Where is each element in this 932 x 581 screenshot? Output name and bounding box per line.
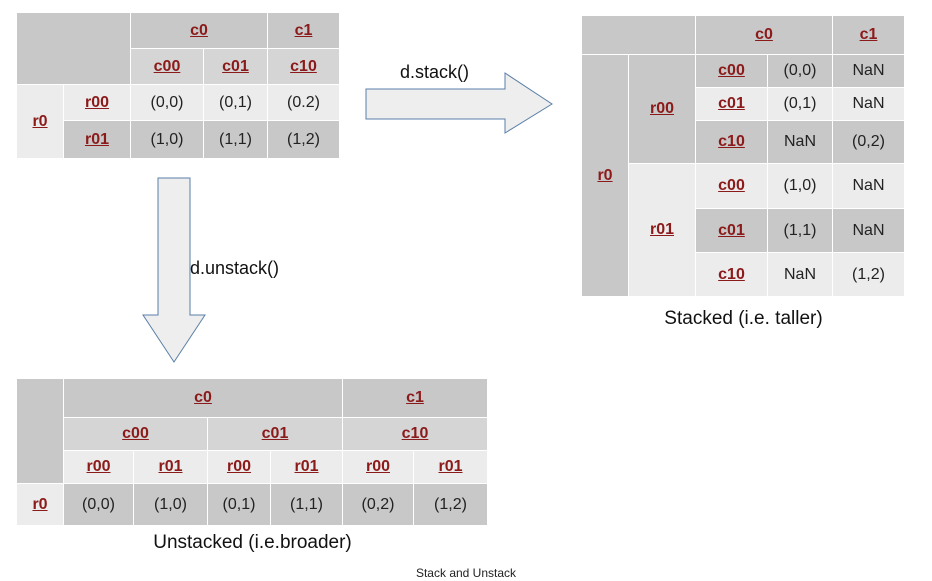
stacked-cell: (1,1) [768, 209, 833, 253]
unstacked-col-r01: r01 [271, 451, 343, 484]
unstacked-col-c1: c1 [343, 379, 488, 418]
unstacked-row-r0: r0 [17, 484, 64, 526]
stacked-cell: NaN [833, 164, 905, 209]
stacked-cell: (0,1) [768, 88, 833, 121]
stacked-row-r01: r01 [629, 164, 696, 297]
stacked-col-c0: c0 [696, 16, 833, 55]
unstacked-cell: (0,0) [64, 484, 134, 526]
original-row-r01: r01 [64, 121, 131, 159]
original-row-r0: r0 [17, 85, 64, 159]
stacked-cell: (0,2) [833, 121, 905, 164]
stacked-row-c00: c00 [696, 164, 768, 209]
original-col-c01: c01 [204, 49, 268, 85]
stacked-cell: NaN [833, 55, 905, 88]
stacked-cell: (0,0) [768, 55, 833, 88]
unstack-label: d.unstack() [190, 258, 280, 278]
original-cell: (0.2) [268, 85, 340, 121]
stacked-cell: NaN [768, 121, 833, 164]
unstacked-cell: (1,1) [271, 484, 343, 526]
stacked-col-c1: c1 [833, 16, 905, 55]
unstacked-col-c01: c01 [208, 418, 343, 451]
original-cell: (1,2) [268, 121, 340, 159]
original-col-c10: c10 [268, 49, 340, 85]
unstacked-col-r00: r00 [64, 451, 134, 484]
unstacked-cell: (1,0) [134, 484, 208, 526]
original-col-c1: c1 [268, 13, 340, 49]
original-cell: (0,1) [204, 85, 268, 121]
stacked-row-c01: c01 [696, 88, 768, 121]
unstack-arrow [142, 177, 206, 363]
stacked-row-c00: c00 [696, 55, 768, 88]
stacked-cell: (1,2) [833, 253, 905, 297]
unstacked-cell: (0,1) [208, 484, 271, 526]
original-row-r00: r00 [64, 85, 131, 121]
stacked-cell: NaN [768, 253, 833, 297]
unstacked-col-c00: c00 [64, 418, 208, 451]
unstacked-cell: (1,2) [414, 484, 488, 526]
stack-label: d.stack() [400, 62, 470, 82]
stacked-cell: NaN [833, 88, 905, 121]
stacked-row-r00: r00 [629, 55, 696, 164]
figure-footer: Stack and Unstack [415, 566, 517, 580]
stacked-row-r0: r0 [582, 55, 629, 297]
original-cell: (1,0) [131, 121, 204, 159]
original-col-c0: c0 [131, 13, 268, 49]
unstacked-col-r00: r00 [208, 451, 271, 484]
unstacked-col-c10: c10 [343, 418, 488, 451]
stacked-row-c01: c01 [696, 209, 768, 253]
unstacked-col-r01: r01 [414, 451, 488, 484]
original-corner [17, 13, 131, 85]
stacked-corner [582, 16, 696, 55]
unstacked-col-c0: c0 [64, 379, 343, 418]
stack-arrow [365, 72, 553, 134]
stacked-cell: NaN [833, 209, 905, 253]
stacked-caption: Stacked (i.e. taller) [664, 308, 823, 329]
unstacked-col-r01: r01 [134, 451, 208, 484]
stacked-row-c10: c10 [696, 121, 768, 164]
original-col-c00: c00 [131, 49, 204, 85]
unstacked-corner [17, 379, 64, 484]
unstacked-col-r00: r00 [343, 451, 414, 484]
unstacked-caption: Unstacked (i.e.broader) [153, 532, 352, 553]
stacked-cell: (1,0) [768, 164, 833, 209]
original-cell: (0,0) [131, 85, 204, 121]
original-cell: (1,1) [204, 121, 268, 159]
stacked-row-c10: c10 [696, 253, 768, 297]
unstacked-cell: (0,2) [343, 484, 414, 526]
